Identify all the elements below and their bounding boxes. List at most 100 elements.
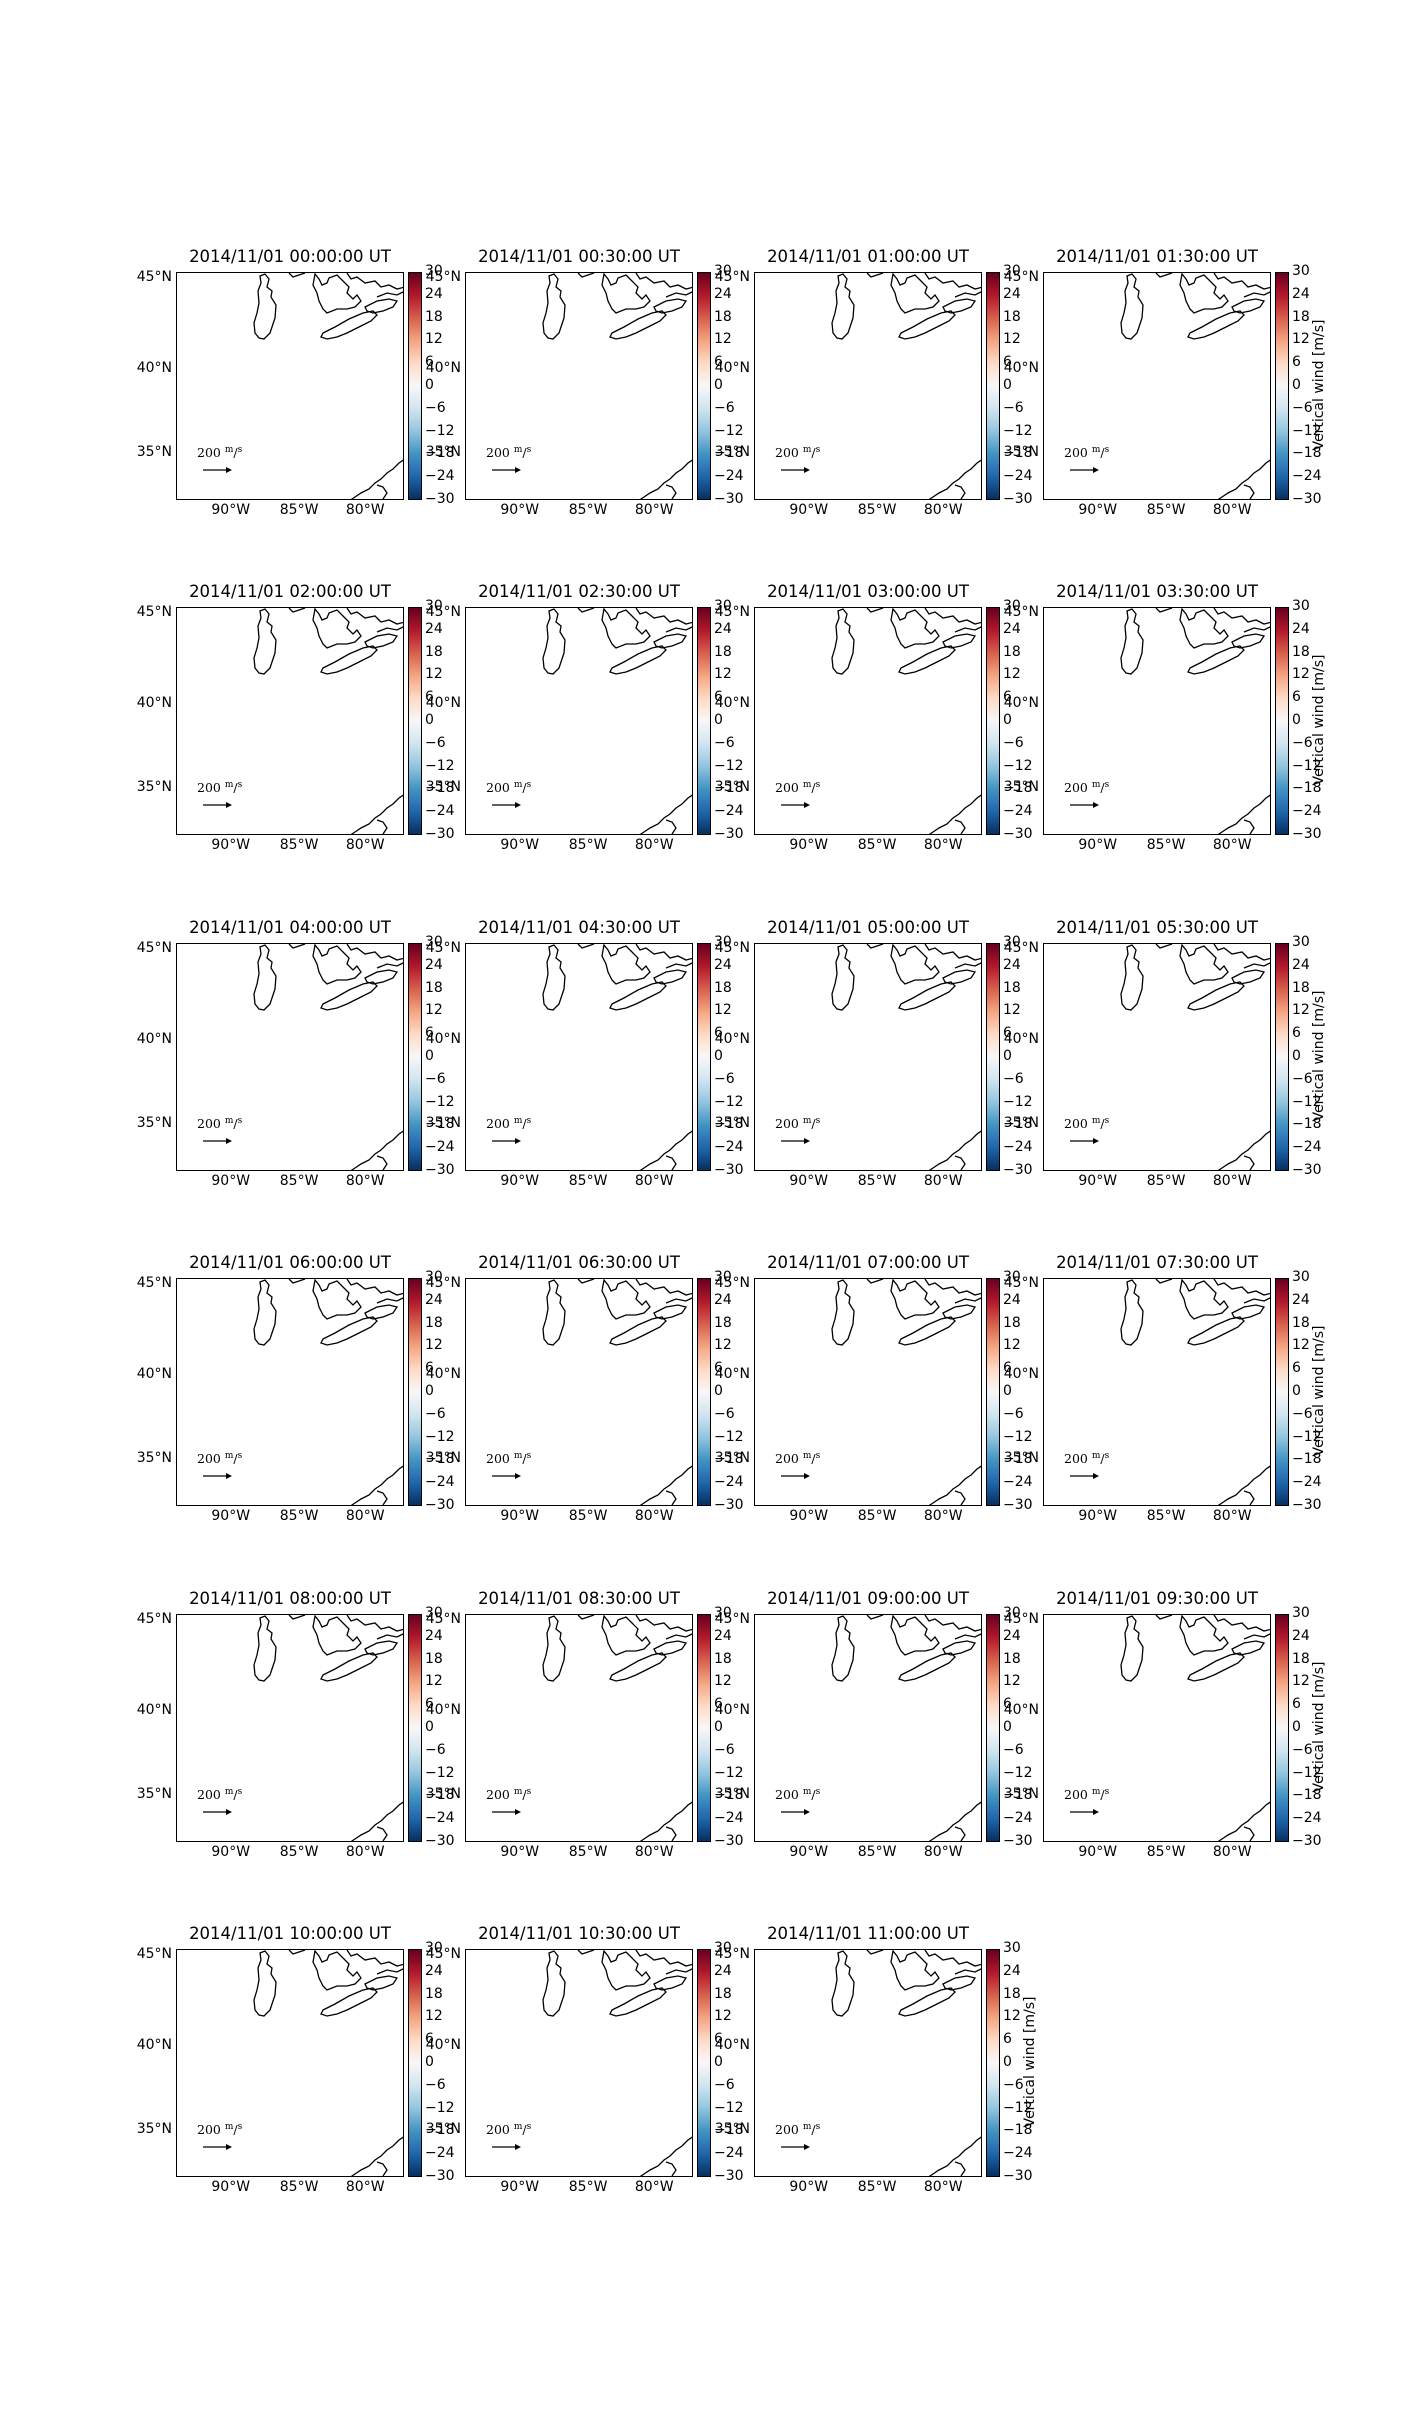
map-axes[interactable] xyxy=(754,272,982,500)
lat-tick-label: 45°N xyxy=(136,939,172,956)
map-axes[interactable] xyxy=(1043,272,1271,500)
colorbar-tick-label: 24 xyxy=(1003,1962,1021,1979)
coastline xyxy=(924,273,981,290)
lon-tick-label: 85°W xyxy=(279,1844,319,1860)
coastline xyxy=(376,1968,403,1975)
colorbar-label: Vertical wind [m/s] xyxy=(1022,1996,1038,2128)
colorbar-tick-label: −12 xyxy=(1003,1764,1033,1781)
map-axes[interactable] xyxy=(465,1614,693,1842)
colorbar-tick-label: 0 xyxy=(714,1719,723,1735)
colorbar-tick-label: −18 xyxy=(425,1787,455,1804)
colorbar-tick-label: −18 xyxy=(1003,1787,1033,1804)
coastline xyxy=(346,1279,403,1296)
colorbar-tick-label: 6 xyxy=(1292,1696,1301,1713)
lat-tick-label: 45°N xyxy=(1003,603,1039,620)
quiver-key-label: 200 m/s xyxy=(1064,1787,1110,1803)
colorbar-tick-label: 6 xyxy=(714,1360,723,1377)
panel-title: 2014/11/01 08:00:00 UT xyxy=(189,1589,391,1608)
coastline xyxy=(542,1615,566,1682)
coastline-layer xyxy=(492,1615,692,1841)
colorbar xyxy=(986,943,1000,1171)
colorbar-tick-label: 30 xyxy=(714,263,732,279)
coastline xyxy=(601,944,651,985)
lat-tick-label: 35°N xyxy=(425,2121,461,2138)
map-axes[interactable] xyxy=(465,1278,693,1506)
map-axes[interactable] xyxy=(176,943,404,1171)
colorbar-tick-label: 24 xyxy=(714,956,732,973)
coastline xyxy=(954,1968,981,1975)
map-axes[interactable] xyxy=(176,1614,404,1842)
map-axes[interactable] xyxy=(754,943,982,1171)
coastline xyxy=(376,1826,388,1841)
panel-title: 2014/11/01 00:00:00 UT xyxy=(189,247,391,266)
coastline xyxy=(1217,1465,1270,1505)
quiver-key-unit-den: s xyxy=(237,445,243,455)
map-axes[interactable] xyxy=(465,943,693,1171)
coastline xyxy=(1231,1304,1266,1320)
colorbar-tick-label: −12 xyxy=(1003,1428,1033,1445)
lat-tick-label: 40°N xyxy=(136,2036,172,2053)
colorbar-tick-label: 12 xyxy=(1003,331,1021,348)
coastline xyxy=(928,794,981,834)
map-axes[interactable] xyxy=(465,272,693,500)
colorbar-tick-label: −18 xyxy=(714,1787,744,1804)
map-axes[interactable] xyxy=(176,1949,404,2177)
lon-tick-label: 90°W xyxy=(211,1508,251,1524)
map-axes[interactable] xyxy=(1043,607,1271,835)
map-axes[interactable] xyxy=(465,1949,693,2177)
colorbar-tick-label: 24 xyxy=(425,1962,443,1979)
coastline xyxy=(1155,608,1173,613)
quiver-key-unit-num: m xyxy=(513,445,523,455)
lon-tick-label: 80°W xyxy=(1212,1844,1252,1860)
map-axes[interactable] xyxy=(176,1278,404,1506)
colorbar-tick-label: 6 xyxy=(425,1696,434,1713)
coastline xyxy=(601,1279,651,1320)
lon-tick-label: 80°W xyxy=(923,1508,963,1524)
colorbar-tick-label: −18 xyxy=(1292,780,1322,797)
coastline xyxy=(346,1615,403,1632)
quiver-key-unit-num: m xyxy=(802,445,812,455)
coastline xyxy=(320,645,378,675)
colorbar-tick-label: 18 xyxy=(425,1985,443,2002)
colorbar-tick-label: 18 xyxy=(1003,643,1021,660)
coastline xyxy=(942,1304,977,1320)
map-axes[interactable] xyxy=(465,607,693,835)
map-axes[interactable] xyxy=(176,607,404,835)
quiver-key-value: 200 xyxy=(1064,1451,1088,1467)
map-axes[interactable] xyxy=(754,1614,982,1842)
map-axes[interactable] xyxy=(754,607,982,835)
colorbar-tick-label: −30 xyxy=(1292,1497,1322,1513)
quiver-key-value: 200 xyxy=(1064,1116,1088,1132)
coastline xyxy=(665,2161,677,2176)
colorbar-tick-label: −30 xyxy=(714,826,744,842)
colorbar-tick-label: 0 xyxy=(1292,712,1301,728)
quiver-key-unit-num: m xyxy=(513,780,523,790)
lat-tick-label: 35°N xyxy=(714,1786,750,1803)
colorbar-tick-label: 0 xyxy=(714,712,723,728)
lat-tick-label: 45°N xyxy=(425,939,461,956)
lat-tick-label: 45°N xyxy=(714,1610,750,1627)
map-axes[interactable] xyxy=(754,1278,982,1506)
map-axes[interactable] xyxy=(754,1949,982,2177)
colorbar xyxy=(697,272,711,500)
colorbar-tick-label: 18 xyxy=(714,1650,732,1667)
colorbar-tick-label: −18 xyxy=(714,2122,744,2139)
map-axes[interactable] xyxy=(1043,1614,1271,1842)
coastline xyxy=(653,1640,688,1656)
lat-tick-label: 45°N xyxy=(425,1610,461,1627)
colorbar-tick-label: −6 xyxy=(1003,1070,1024,1087)
quiver-key-unit-den: s xyxy=(815,2122,821,2132)
map-axes[interactable] xyxy=(1043,1278,1271,1506)
coastline xyxy=(928,459,981,499)
lat-tick-label: 45°N xyxy=(1003,1274,1039,1291)
colorbar-tick-label: 18 xyxy=(425,308,443,325)
lon-tick-label: 80°W xyxy=(345,837,385,853)
quiver-key-value: 200 xyxy=(197,2122,221,2138)
coastline xyxy=(653,633,688,649)
coastline xyxy=(1120,944,1144,1011)
lon-tick-label: 85°W xyxy=(1146,837,1186,853)
colorbar-tick-label: −18 xyxy=(714,780,744,797)
quiver-key-unit-den: s xyxy=(1104,1451,1110,1461)
map-axes[interactable] xyxy=(1043,943,1271,1171)
map-axes[interactable] xyxy=(176,272,404,500)
